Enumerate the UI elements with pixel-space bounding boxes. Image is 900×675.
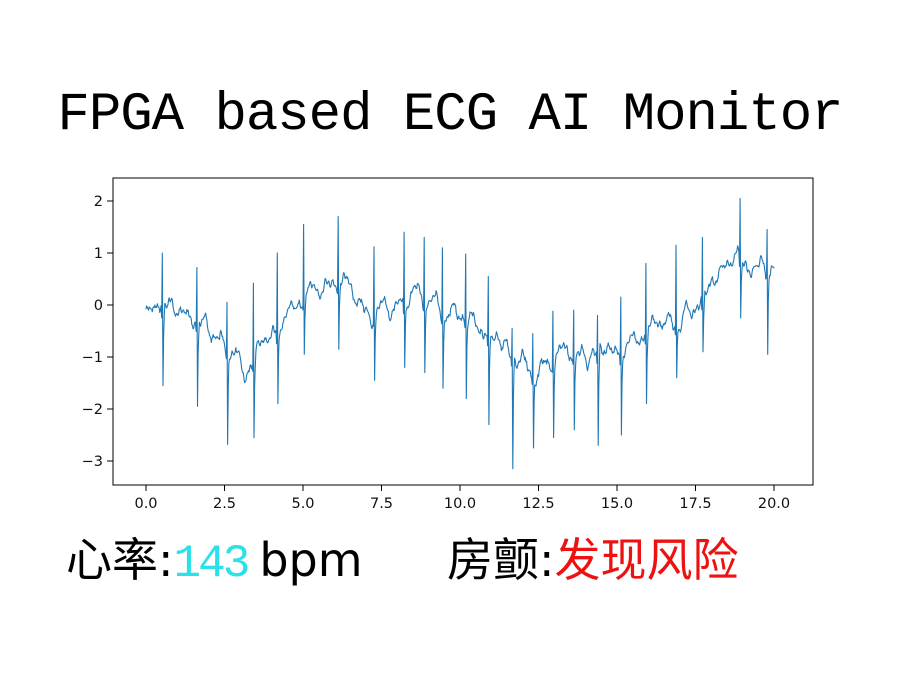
- afib-readout: 房颤:发现风险: [447, 533, 739, 588]
- heart-rate-value: 143: [173, 538, 251, 590]
- y-tick-label: −1: [82, 350, 103, 366]
- ecg-trace: [145, 197, 775, 470]
- heart-rate-unit: bpm: [259, 533, 363, 587]
- x-tick-label: 17.5: [679, 496, 711, 512]
- ecg-chart-canvas: 0.0 2.5 5.0 7.5 10.0 12.5 15.0 17.5 20.0 2 1 0 −1 −2 −…: [82, 177, 814, 512]
- y-tick-label: −2: [82, 402, 103, 418]
- x-tick-label: 2.5: [213, 496, 236, 512]
- heart-rate-readout: 心率:143 bpm: [66, 533, 363, 592]
- x-tick-label: 20.0: [758, 496, 790, 512]
- y-tick-label: −3: [82, 454, 103, 470]
- afib-label: 房颤:: [447, 533, 555, 587]
- y-tick-label: 1: [94, 246, 103, 262]
- heart-rate-label: 心率:: [66, 533, 174, 587]
- y-tick-label: 0: [94, 298, 103, 314]
- x-tick-label: 15.0: [601, 496, 633, 512]
- x-tick-label: 5.0: [291, 496, 314, 512]
- x-tick-label: 0.0: [134, 496, 157, 512]
- afib-status: 发现风险: [554, 533, 739, 587]
- x-tick-label: 12.5: [522, 496, 554, 512]
- axes-frame: [112, 177, 814, 486]
- ecg-chart: 0.0 2.5 5.0 7.5 10.0 12.5 15.0 17.5 20.0 2 1 0 −1 −2 −…: [75, 163, 865, 523]
- x-tick-label: 7.5: [370, 496, 393, 512]
- y-tick-label: 2: [94, 194, 103, 210]
- x-tick-label: 10.0: [444, 496, 476, 512]
- page-title: FPGA based ECG AI Monitor: [57, 85, 843, 146]
